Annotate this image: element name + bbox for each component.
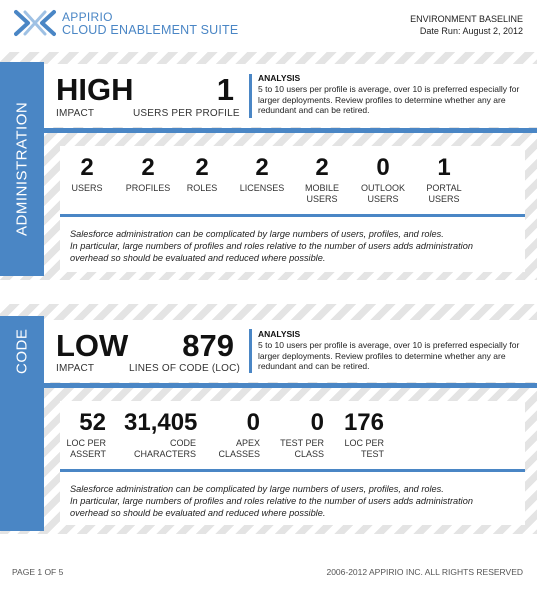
admin-analysis-title: ANALYSIS (258, 73, 301, 83)
code-impact-value: LOW (56, 328, 129, 363)
copyright: 2006-2012 APPIRIO INC. ALL RIGHTS RESERV… (326, 567, 523, 577)
code-tab-label: CODE (13, 328, 31, 374)
environment-info: ENVIRONMENT BASELINE Date Run: August 2,… (410, 13, 523, 37)
metric-loc-per-assert: 52 LOC PER ASSERT (66, 411, 106, 460)
environment-title: ENVIRONMENT BASELINE (410, 14, 523, 24)
loc-value: 879 (182, 328, 234, 363)
code-analysis-text: 5 to 10 users per profile is average, ov… (258, 340, 520, 371)
admin-metrics-panel: 2 USERS 2 PROFILES 2 ROLES 2 LICENSES 2 … (60, 146, 525, 272)
note-line: Salesforce administration can be complic… (70, 484, 444, 494)
metric-value: 2 (80, 154, 94, 181)
metric-value: 176 (343, 409, 384, 436)
metric-value: 2 (255, 154, 269, 181)
admin-summary-panel: HIGH IMPACT 1 USERS PER PROFILE ANALYSIS… (44, 64, 537, 127)
metric-label-2: CLASS (294, 449, 324, 459)
admin-impact-value: HIGH (56, 72, 134, 107)
metric-profiles: 2 PROFILES (118, 156, 178, 194)
note-line: overhead so should be evaluated and redu… (70, 508, 326, 518)
metric-label: MOBILE (304, 183, 339, 193)
brand-suite: CLOUD ENABLEMENT SUITE (62, 23, 239, 37)
note-line: In particular, large numbers of profiles… (70, 241, 473, 251)
page-header: APPIRIO CLOUD ENABLEMENT SUITE ENVIRONME… (0, 0, 537, 52)
date-run: Date Run: August 2, 2012 (419, 26, 523, 36)
admin-tab-label: ADMINISTRATION (13, 101, 31, 237)
metric-loc-per-test: 176 LOC PER TEST (342, 411, 384, 460)
metric-label-2: TEST (360, 449, 384, 459)
appirio-logo-icon (14, 10, 56, 36)
admin-analysis-divider (249, 74, 252, 118)
metric-label: APEX (235, 438, 260, 448)
admin-impact-label: IMPACT (56, 108, 95, 119)
note-line: overhead so should be evaluated and redu… (70, 253, 326, 263)
brand-name: APPIRIO (62, 10, 113, 24)
metric-roles: 2 ROLES (182, 156, 222, 194)
metric-value: 2 (315, 154, 329, 181)
admin-analysis-text: 5 to 10 users per profile is average, ov… (258, 84, 520, 115)
metric-label-2: CHARACTERS (133, 449, 196, 459)
note-line: Salesforce administration can be complic… (70, 229, 444, 239)
metric-value: 1 (437, 154, 451, 181)
code-impact-label: IMPACT (56, 363, 95, 374)
metric-label-2: CLASSES (218, 449, 260, 459)
code-analysis-divider (249, 329, 252, 373)
metric-users: 2 USERS (64, 156, 110, 194)
metric-value: 0 (310, 409, 324, 436)
metric-value: 2 (195, 154, 209, 181)
metric-portal-users: 1 PORTAL USERS (422, 156, 466, 205)
code-metrics-panel: 52 LOC PER ASSERT 31,405 CODE CHARACTERS… (60, 401, 525, 525)
page-number: PAGE 1 OF 5 (12, 567, 64, 577)
metric-label-2: ASSERT (70, 449, 106, 459)
metric-label: OUTLOOK (360, 183, 405, 193)
admin-section-rule (44, 128, 537, 133)
code-note: Salesforce administration can be complic… (70, 483, 473, 519)
metric-apex-classes: 0 APEX CLASSES (216, 411, 260, 460)
metric-label: PROFILES (125, 183, 171, 193)
metric-label: LOC PER (66, 438, 106, 448)
code-side-tab (0, 316, 44, 531)
loc-label: LINES OF CODE (LOC) (129, 363, 241, 374)
code-section-rule (44, 383, 537, 388)
metric-label-2: USERS (367, 194, 399, 204)
admin-note: Salesforce administration can be complic… (70, 228, 473, 264)
metric-mobile-users: 2 MOBILE USERS (300, 156, 344, 205)
code-summary-panel: LOW IMPACT 879 LINES OF CODE (LOC) ANALY… (44, 320, 537, 382)
users-per-profile-label: USERS PER PROFILE (133, 108, 240, 119)
metric-label: PORTAL (426, 183, 462, 193)
metric-value: 52 (79, 409, 106, 436)
metric-label: TEST PER (280, 438, 324, 448)
admin-side-tab (0, 62, 44, 276)
metric-label: ROLES (186, 183, 218, 193)
metric-value: 0 (376, 154, 390, 181)
metric-licenses: 2 LICENSES (234, 156, 290, 194)
admin-metrics-divider (60, 214, 525, 217)
code-analysis-title: ANALYSIS (258, 329, 301, 339)
metric-label: LOC PER (344, 438, 384, 448)
metric-value: 31,405 (124, 409, 198, 436)
metric-label: CODE (169, 438, 196, 448)
metric-outlook-users: 0 OUTLOOK USERS (358, 156, 408, 205)
note-line: In particular, large numbers of profiles… (70, 496, 473, 506)
metric-test-per-class: 0 TEST PER CLASS (276, 411, 324, 460)
metric-label: LICENSES (239, 183, 285, 193)
metric-value: 0 (246, 409, 260, 436)
metric-label: USERS (71, 183, 103, 193)
metric-label-2: USERS (306, 194, 338, 204)
users-per-profile-value: 1 (216, 72, 234, 107)
metric-value: 2 (141, 154, 155, 181)
code-metrics-divider (60, 469, 525, 472)
metric-label-2: USERS (428, 194, 460, 204)
metric-code-characters: 31,405 CODE CHARACTERS (124, 409, 198, 460)
